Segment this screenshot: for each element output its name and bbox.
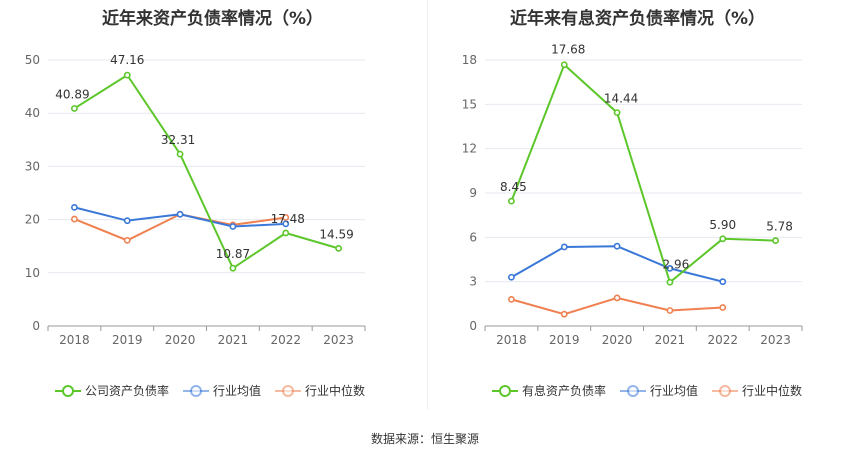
data-point [560,61,568,69]
data-point [282,220,290,228]
x-tick-label: 2020 [602,333,633,347]
y-tick-label: 10 [25,266,40,280]
legend-label: 行业中位数 [742,384,803,398]
y-tick-label: 15 [462,97,477,111]
data-point [719,304,727,311]
data-point [176,150,184,158]
x-tick-label: 2019 [549,333,580,347]
data-point [335,244,342,252]
y-tick-label: 18 [462,53,477,67]
data-label: 17.68 [551,43,585,57]
legend-label: 公司资产负债率 [85,384,170,398]
x-tick-label: 2018 [496,333,527,347]
panel-divider [427,0,428,410]
data-point [123,217,131,225]
data-point [560,243,568,251]
data-point [508,197,515,205]
data-source-note: 数据来源：恒生聚源 [370,432,479,446]
data-label: 5.90 [709,218,736,232]
x-tick-label: 2023 [760,333,791,347]
left-legend: 公司资产负债率 行业均值 行业中位数 [55,382,379,399]
data-point [508,273,515,281]
x-tick-label: 2022 [270,333,301,347]
x-tick-label: 2022 [707,333,738,347]
right-chart-title: 近年来有息资产负债率情况（%） [509,9,766,29]
data-point [613,109,621,117]
legend-label: 行业中位数 [305,384,366,398]
series-line [73,73,339,270]
data-label: 40.89 [55,87,89,101]
y-tick-label: 0 [32,319,40,333]
data-label: 47.16 [110,53,144,67]
data-point [719,278,727,286]
data-point [229,264,237,272]
x-tick-label: 2018 [59,333,90,347]
y-tick-label: 12 [462,142,477,156]
legend-item-interest-bearing-ratio[interactable]: 有息资产负债率 [492,382,606,399]
x-tick-label: 2021 [655,333,686,347]
data-label: 14.44 [604,92,638,106]
data-point [508,295,515,303]
legend-label: 行业均值 [213,384,262,398]
legend-item-industry-median[interactable]: 行业中位数 [712,382,802,399]
y-tick-label: 9 [469,186,477,200]
data-point [282,229,290,237]
legend-item-company-ratio[interactable]: 公司资产负债率 [55,382,169,399]
data-point [613,294,621,302]
legend-item-industry-mean[interactable]: 行业均值 [183,382,261,399]
data-point [282,214,290,221]
data-point [666,264,674,272]
data-point [666,278,674,286]
data-label: 32.31 [161,133,195,147]
x-tick-label: 2021 [218,333,249,347]
series-line [510,63,776,284]
legend-label: 有息资产负债率 [522,384,607,398]
left-chart-title: 近年来资产负债率情况（%） [101,9,324,29]
y-tick-label: 0 [469,319,477,333]
legend-item-industry-mean[interactable]: 行业均值 [620,382,698,399]
y-tick-label: 50 [25,53,40,67]
data-label: 2.96 [663,257,690,271]
data-point [176,210,184,218]
data-point [229,223,237,230]
x-tick-label: 2020 [165,333,196,347]
series-line [74,213,286,242]
data-point [71,215,78,223]
data-label: 5.78 [766,220,793,234]
y-tick-label: 3 [469,275,477,289]
data-point [123,71,131,79]
y-tick-label: 6 [469,230,477,244]
data-point [613,242,621,250]
x-tick-label: 2019 [112,333,143,347]
right-legend: 有息资产负债率 行业均值 行业中位数 [492,382,816,399]
data-point [560,310,568,318]
data-point [719,235,727,243]
y-tick-label: 20 [25,213,40,227]
x-tick-label: 2023 [323,333,354,347]
data-label: 8.45 [500,180,527,194]
data-point [666,307,674,314]
data-point [71,105,78,112]
data-label: 14.59 [319,227,353,241]
data-point [71,203,78,211]
legend-label: 行业均值 [650,384,699,398]
y-tick-label: 40 [25,106,40,120]
y-tick-label: 30 [25,159,40,173]
data-label: 10.87 [216,247,250,261]
data-point [123,236,131,244]
data-label: 17.48 [271,212,305,226]
legend-item-industry-median[interactable]: 行业中位数 [275,382,365,399]
data-point [772,237,779,244]
